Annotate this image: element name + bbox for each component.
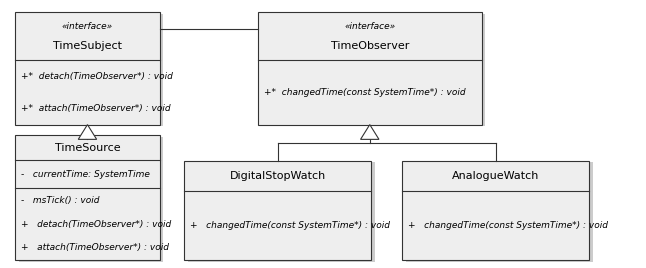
Text: +*  attach(TimeObserver*) : void: +* attach(TimeObserver*) : void bbox=[21, 104, 171, 113]
Text: TimeObserver: TimeObserver bbox=[331, 41, 409, 51]
Text: «interface»: «interface» bbox=[62, 22, 113, 31]
Bar bbox=[16, 12, 160, 125]
Text: AnalogueWatch: AnalogueWatch bbox=[452, 171, 539, 181]
Text: +*  changedTime(const SystemTime*) : void: +* changedTime(const SystemTime*) : void bbox=[264, 88, 466, 97]
Polygon shape bbox=[360, 125, 379, 139]
Bar bbox=[19, 137, 163, 262]
Text: TimeSource: TimeSource bbox=[55, 143, 120, 153]
Text: TimeSubject: TimeSubject bbox=[53, 41, 122, 51]
Bar bbox=[184, 161, 371, 260]
Text: +   changedTime(const SystemTime*) : void: + changedTime(const SystemTime*) : void bbox=[408, 221, 608, 230]
Text: -   currentTime: SystemTime: - currentTime: SystemTime bbox=[21, 170, 151, 179]
Text: +*  detach(TimeObserver*) : void: +* detach(TimeObserver*) : void bbox=[21, 72, 173, 81]
Text: +   changedTime(const SystemTime*) : void: + changedTime(const SystemTime*) : void bbox=[191, 221, 390, 230]
Bar bbox=[262, 14, 485, 126]
Text: DigitalStopWatch: DigitalStopWatch bbox=[229, 171, 326, 181]
Text: «interface»: «interface» bbox=[344, 22, 395, 31]
Bar bbox=[402, 161, 589, 260]
Bar bbox=[406, 162, 593, 262]
Text: +   detach(TimeObserver*) : void: + detach(TimeObserver*) : void bbox=[21, 219, 172, 229]
Bar bbox=[188, 162, 375, 262]
Bar bbox=[16, 135, 160, 260]
Text: -   msTick() : void: - msTick() : void bbox=[21, 196, 100, 205]
Text: +   attach(TimeObserver*) : void: + attach(TimeObserver*) : void bbox=[21, 244, 169, 252]
Bar bbox=[258, 12, 482, 125]
Polygon shape bbox=[78, 125, 97, 139]
Bar bbox=[19, 14, 163, 126]
